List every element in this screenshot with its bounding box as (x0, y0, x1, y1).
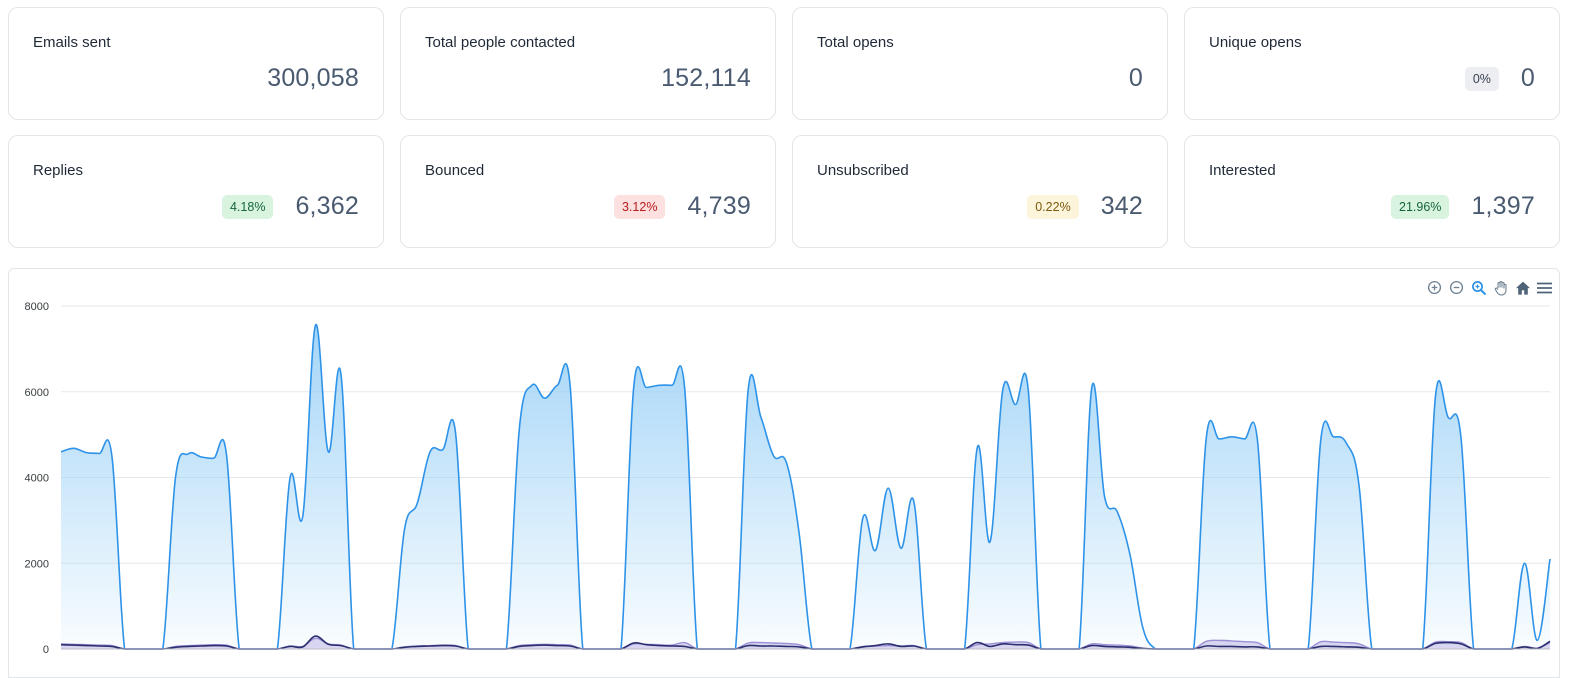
stat-card-unique-opens: Unique opens 0% 0 (1184, 7, 1560, 120)
stat-value: 152,114 (661, 64, 751, 92)
y-tick-label: 8000 (25, 301, 49, 313)
percentage-badge: 21.96% (1391, 194, 1450, 219)
y-tick-label: 0 (43, 644, 49, 656)
stat-title: Emails sent (33, 34, 111, 51)
stat-value: 300,058 (267, 64, 359, 92)
stat-card-unsubscribed: Unsubscribed 0.22% 342 (792, 135, 1168, 248)
zoom-in-icon[interactable] (1426, 279, 1443, 296)
pan-hand-icon[interactable] (1492, 279, 1509, 296)
stat-card-total-people-contacted: Total people contacted 152,114 (400, 7, 776, 120)
selection-zoom-icon[interactable] (1470, 279, 1487, 296)
activity-chart-card: 0 2000 4000 6000 8000 (8, 268, 1560, 678)
y-tick-label: 6000 (25, 387, 49, 399)
activity-area-chart: 0 2000 4000 6000 8000 (25, 301, 1551, 656)
stat-title: Unique opens (1209, 34, 1302, 51)
percentage-badge: 0.22% (1027, 194, 1079, 219)
stat-card-total-opens: Total opens 0 (792, 7, 1168, 120)
chart-toolbar (1426, 279, 1553, 296)
stat-value: 6,362 (295, 192, 359, 220)
stat-value: 0 (1520, 64, 1535, 92)
stat-card-emails-sent: Emails sent 300,058 (8, 7, 384, 120)
stat-title: Replies (33, 162, 84, 179)
stat-value: 4,739 (687, 192, 751, 220)
y-tick-label: 2000 (25, 558, 49, 570)
stat-title: Total people contacted (425, 34, 576, 51)
stat-value: 1,397 (1471, 192, 1535, 220)
stat-card-interested: Interested 21.96% 1,397 (1184, 135, 1560, 248)
percentage-badge: 3.12% (613, 194, 666, 219)
stat-title: Total opens (817, 34, 894, 51)
stat-card-bounced: Bounced 3.12% 4,739 (400, 135, 776, 248)
stat-card-replies: Replies 4.18% 6,362 (8, 135, 384, 248)
stat-title: Interested (1209, 162, 1276, 179)
reset-home-icon[interactable] (1514, 279, 1531, 296)
stat-title: Bounced (425, 162, 485, 179)
stat-value: 0 (1128, 64, 1143, 92)
stat-value: 342 (1100, 192, 1143, 220)
stat-title: Unsubscribed (817, 162, 909, 179)
percentage-badge: 4.18% (221, 194, 274, 219)
menu-icon[interactable] (1536, 279, 1553, 296)
y-tick-label: 4000 (25, 473, 49, 485)
zoom-out-icon[interactable] (1448, 279, 1465, 296)
primary-series-area (61, 324, 1550, 649)
percentage-badge: 0% (1464, 66, 1499, 91)
